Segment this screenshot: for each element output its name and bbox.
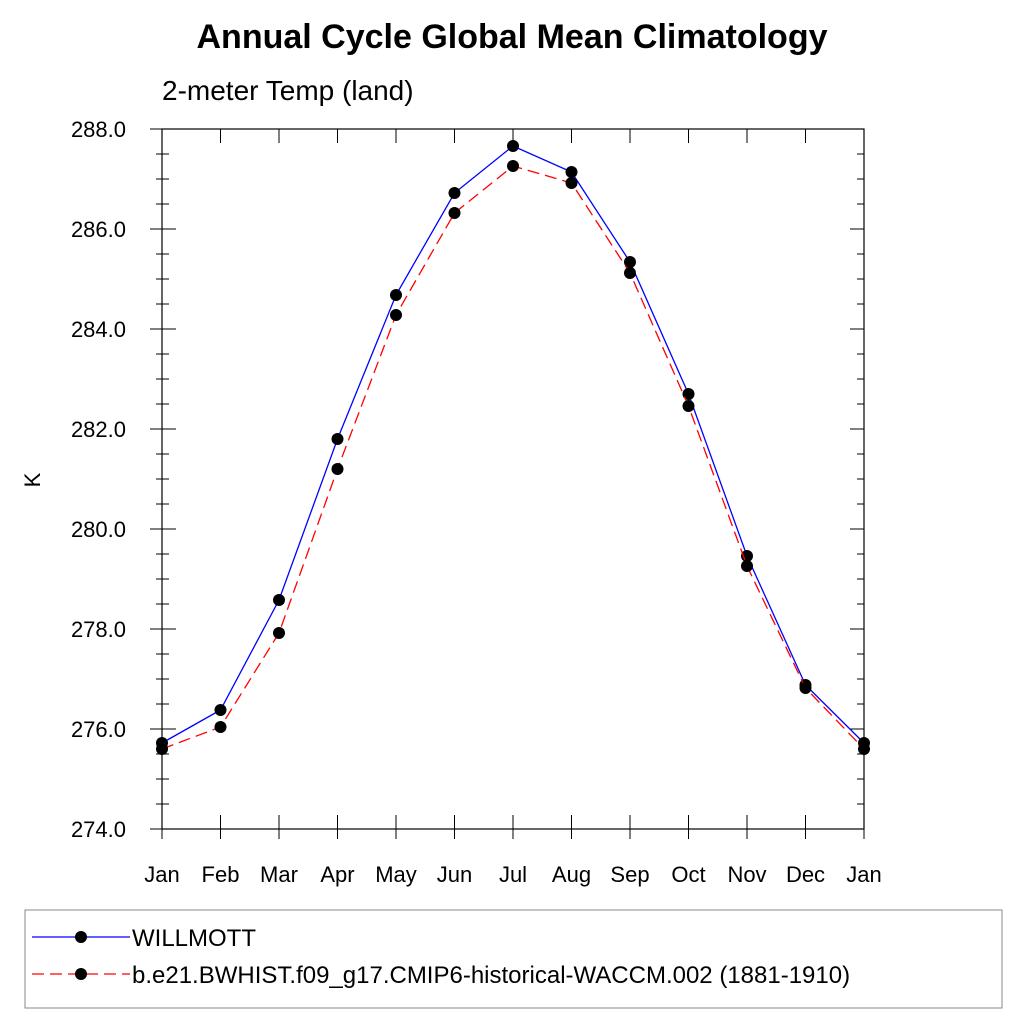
- legend-marker: [75, 968, 87, 980]
- y-tick-label: 282.0: [71, 417, 126, 442]
- x-tick-label: Dec: [786, 862, 825, 887]
- x-tick-label: Jan: [846, 862, 881, 887]
- series-1: [156, 140, 870, 749]
- data-point: [331, 463, 344, 475]
- y-axis-label: K: [20, 472, 45, 487]
- data-point: [448, 207, 461, 219]
- x-tick-label: May: [375, 862, 417, 887]
- data-point: [507, 160, 519, 172]
- x-tick-label: Apr: [320, 862, 354, 887]
- data-point: [214, 721, 227, 733]
- data-point: [214, 704, 227, 716]
- legend-marker: [75, 931, 87, 943]
- x-tick-labels: Jan Feb Mar Apr May Jun Jul Aug Sep Oct Nov Dec Jan: [144, 862, 881, 887]
- data-point: [799, 682, 812, 694]
- y-tick-label: 276.0: [71, 717, 126, 742]
- data-point: [390, 289, 402, 301]
- legend: WILLMOTT b.e21.BWHIST.f09_g17.CMIP6-histo…: [32, 925, 850, 989]
- x-tick-label: Feb: [202, 862, 240, 887]
- y-tick-label: 288.0: [71, 117, 126, 142]
- series-line: [161, 165, 865, 750]
- series-2: [156, 160, 870, 755]
- data-point: [156, 743, 168, 755]
- y-tick-label: 284.0: [71, 317, 126, 342]
- data-point: [331, 433, 344, 445]
- plot-frame: [161, 128, 865, 830]
- legend-box: [24, 909, 1003, 1009]
- x-tick-label: Mar: [260, 862, 298, 887]
- chart-title: Annual Cycle Global Mean Climatology: [197, 18, 828, 56]
- data-point: [682, 400, 695, 412]
- data-point: [682, 388, 695, 400]
- axis-ticks: [150, 128, 865, 839]
- legend-label: WILLMOTT: [132, 925, 256, 952]
- data-point: [273, 594, 285, 606]
- data-point: [624, 267, 636, 279]
- data-point: [273, 627, 285, 639]
- x-tick-label: Sep: [610, 862, 649, 887]
- data-point: [565, 166, 578, 178]
- data-point: [507, 140, 519, 152]
- x-tick-label: Jun: [437, 862, 472, 887]
- data-point: [390, 309, 402, 321]
- y-tick-label: 278.0: [71, 617, 126, 642]
- x-tick-label: Aug: [552, 862, 591, 887]
- data-point: [565, 177, 578, 189]
- data-point: [741, 560, 753, 572]
- y-tick-label: 286.0: [71, 217, 126, 242]
- x-tick-label: Oct: [671, 862, 705, 887]
- y-tick-label: 274.0: [71, 817, 126, 842]
- series-line: [161, 145, 865, 744]
- y-tick-labels: 274.0 276.0 278.0 280.0 282.0 284.0 286.0 288.0: [71, 117, 126, 842]
- data-point: [624, 256, 636, 268]
- data-point: [858, 743, 870, 755]
- series-layer: [156, 140, 870, 755]
- legend-label: b.e21.BWHIST.f09_g17.CMIP6-historical-WA…: [132, 962, 850, 989]
- data-point: [448, 187, 461, 199]
- x-tick-label: Nov: [727, 862, 766, 887]
- chart-subtitle: 2-meter Temp (land): [162, 75, 414, 106]
- x-tick-label: Jan: [144, 862, 179, 887]
- y-tick-label: 280.0: [71, 517, 126, 542]
- x-tick-label: Jul: [499, 862, 527, 887]
